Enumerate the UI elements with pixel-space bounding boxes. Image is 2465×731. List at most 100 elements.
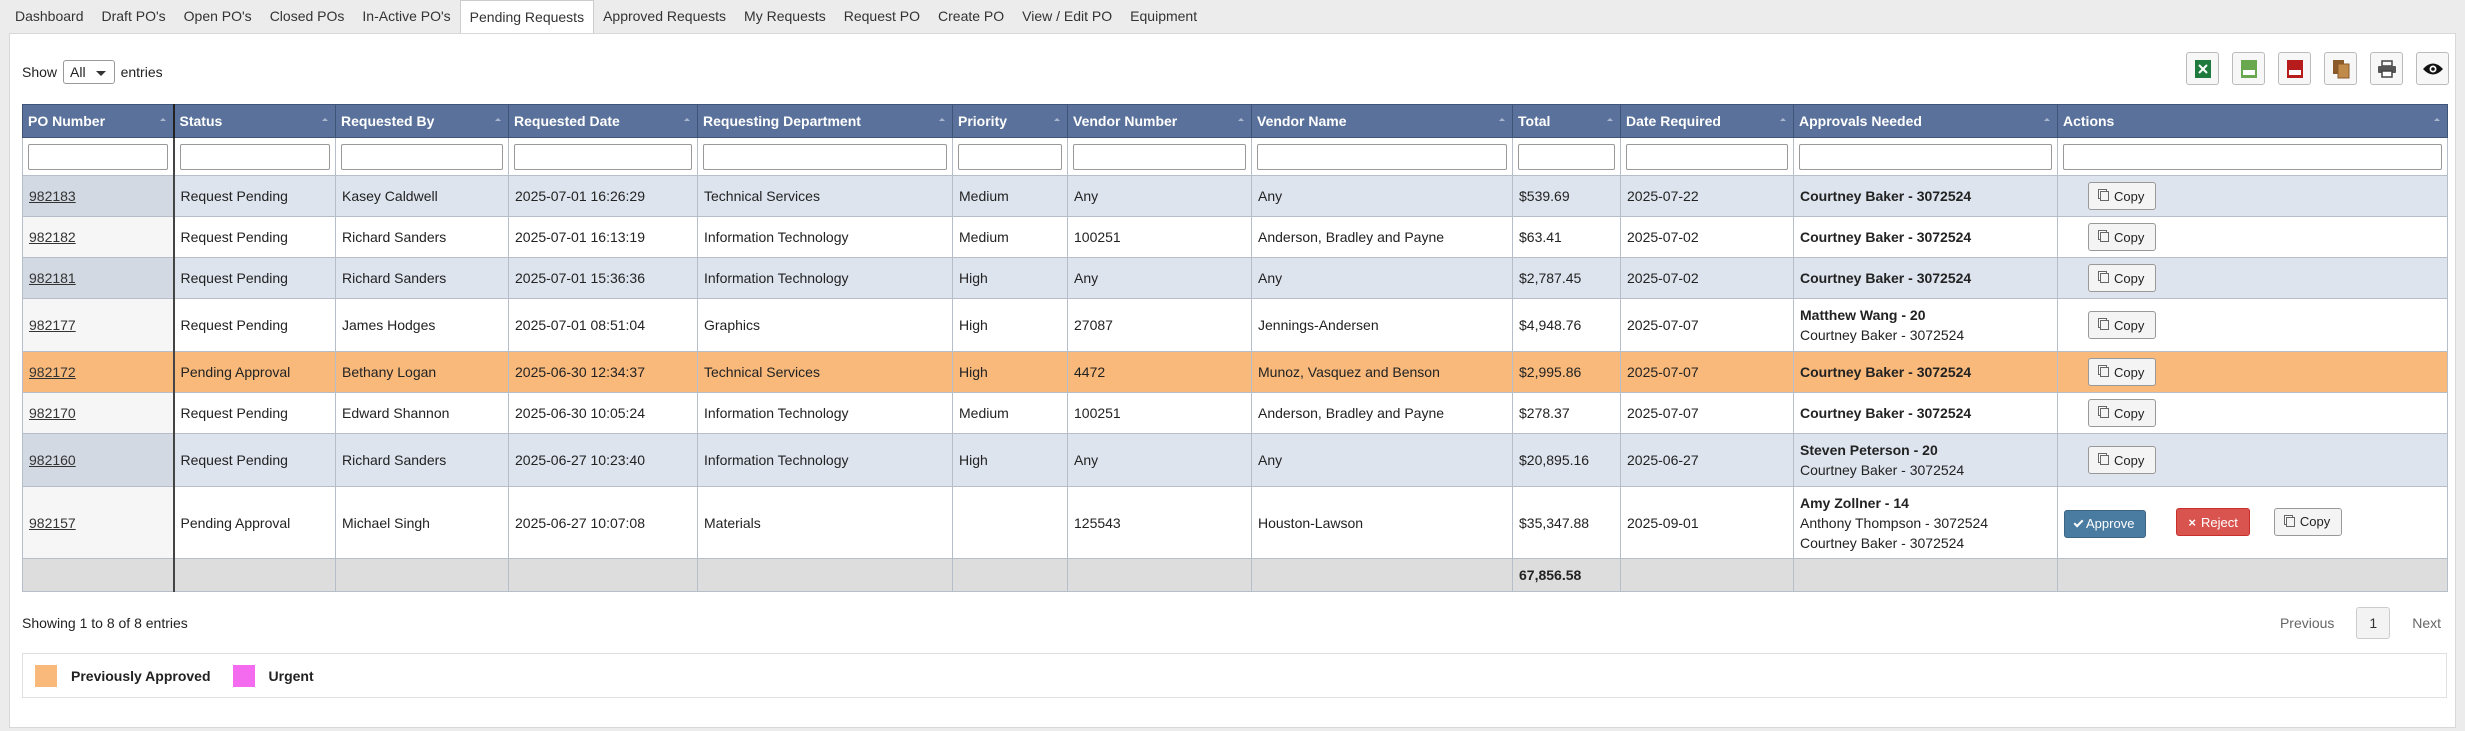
action-button[interactable]: Copy xyxy=(2273,507,2343,536)
filter-input[interactable] xyxy=(514,143,692,170)
cell: Anderson, Bradley and Payne xyxy=(1251,392,1513,434)
cell-text: Any xyxy=(1258,452,1283,468)
action-button[interactable]: Copy xyxy=(2088,264,2157,292)
filter-input[interactable] xyxy=(28,143,168,170)
cell: $2,787.45 xyxy=(1512,257,1621,299)
column-header[interactable]: Approvals Needed xyxy=(1793,104,2058,138)
cell-text: Medium xyxy=(959,405,1009,421)
cell-text: 27087 xyxy=(1074,317,1113,333)
cell: Pending Approval xyxy=(173,486,336,559)
column-header[interactable]: Priority xyxy=(952,104,1068,138)
column-header[interactable]: Status xyxy=(173,104,336,138)
cell: Any xyxy=(1251,257,1513,299)
po-link[interactable]: 982177 xyxy=(29,317,76,333)
approver: Courtney Baker - 3072524 xyxy=(1800,364,1972,380)
tab[interactable]: Request PO xyxy=(843,8,921,24)
approvals-cell: Courtney Baker - 3072524 xyxy=(1793,175,2058,217)
cell: Information Technology xyxy=(697,216,953,258)
tab[interactable]: Closed POs xyxy=(269,8,345,24)
visibility-button[interactable] xyxy=(2416,52,2449,85)
page-button[interactable]: 1 xyxy=(2356,607,2391,639)
cell-text: 2025-07-22 xyxy=(1627,188,1699,204)
page-button[interactable]: Next xyxy=(2412,615,2441,631)
cell: 2025-07-01 16:26:29 xyxy=(508,175,698,217)
approver: Courtney Baker - 3072524 xyxy=(1800,534,1965,551)
filter-input[interactable] xyxy=(1073,143,1246,170)
table-row: 982177 Request Pending James Hodges 2025-07… xyxy=(22,298,2448,352)
cell-text: Houston-Lawson xyxy=(1258,514,1364,531)
tab[interactable]: In-Active PO's xyxy=(362,8,451,24)
column-header[interactable]: Date Required xyxy=(1620,104,1794,138)
po-link[interactable]: 982181 xyxy=(29,270,76,286)
action-button[interactable]: Copy xyxy=(2088,446,2157,474)
tab[interactable]: My Requests xyxy=(744,8,826,24)
total-cell: 67,856.58 xyxy=(1512,558,1621,592)
filter-input[interactable] xyxy=(703,143,947,170)
cell: Any xyxy=(1251,175,1513,217)
filter-input[interactable] xyxy=(1626,143,1788,170)
copy-button[interactable] xyxy=(2324,52,2357,85)
csv-button[interactable] xyxy=(2232,52,2265,85)
action-button[interactable]: Copy xyxy=(2088,358,2157,386)
cell: 100251 xyxy=(1067,392,1252,434)
cell-text: Graphics xyxy=(704,317,761,333)
cell-text: $539.69 xyxy=(1519,188,1570,204)
total-cell xyxy=(173,558,336,592)
po-link[interactable]: 982182 xyxy=(29,229,76,245)
cell-text: 2025-07-01 08:51:04 xyxy=(515,317,645,333)
column-header[interactable]: Actions xyxy=(2057,104,2448,138)
cell: Jennings-Andersen xyxy=(1251,298,1513,352)
button-label: Copy xyxy=(2114,229,2145,245)
cell: 2025-07-02 xyxy=(1620,257,1794,299)
print-button[interactable] xyxy=(2370,52,2403,85)
po-link[interactable]: 982160 xyxy=(29,452,76,468)
tab[interactable]: Open PO's xyxy=(183,8,252,24)
filter-input[interactable] xyxy=(1518,143,1615,170)
action-button[interactable]: Copy xyxy=(2088,311,2157,339)
action-button[interactable]: Copy xyxy=(2088,223,2157,251)
column-header[interactable]: Vendor Name xyxy=(1251,104,1513,138)
export-buttons xyxy=(2186,52,2449,85)
filter-input[interactable] xyxy=(179,143,330,170)
header-row: PO Number Status Requested By Requested Dat… xyxy=(22,104,2448,138)
action-button[interactable]: Approve xyxy=(2064,509,2147,538)
copy-icon xyxy=(2285,516,2295,527)
column-header[interactable]: Vendor Number xyxy=(1067,104,1252,138)
po-link[interactable]: 982183 xyxy=(29,188,76,204)
excel-button[interactable] xyxy=(2186,52,2219,85)
tab[interactable]: Draft PO's xyxy=(101,8,166,24)
filter-input[interactable] xyxy=(1799,143,2052,170)
length-select[interactable]: All xyxy=(63,60,115,84)
tab[interactable]: View / Edit PO xyxy=(1022,8,1113,24)
total-cell xyxy=(1251,558,1513,592)
column-header[interactable]: Total xyxy=(1512,104,1621,138)
po-link[interactable]: 982172 xyxy=(29,364,76,380)
cell-text: Request Pending xyxy=(180,229,288,245)
po-link[interactable]: 982170 xyxy=(29,405,76,421)
filter-input[interactable] xyxy=(341,143,503,170)
tab[interactable]: Create PO xyxy=(938,8,1005,24)
column-header[interactable]: Requesting Department xyxy=(697,104,953,138)
filter-input[interactable] xyxy=(958,143,1062,170)
pdf-button[interactable] xyxy=(2278,52,2311,85)
column-header[interactable]: Requested By xyxy=(335,104,509,138)
filter-input[interactable] xyxy=(2063,143,2442,170)
column-header[interactable]: Requested Date xyxy=(508,104,698,138)
tab[interactable]: Dashboard xyxy=(15,8,84,24)
action-button[interactable]: × Reject xyxy=(2176,508,2250,536)
filter-input[interactable] xyxy=(1257,143,1507,170)
po-link[interactable]: 982157 xyxy=(29,514,76,531)
tab[interactable]: Equipment xyxy=(1130,8,1198,24)
cell-text: Information Technology xyxy=(704,270,849,286)
cell: Kasey Caldwell xyxy=(335,175,509,217)
page-button[interactable]: Previous xyxy=(2279,615,2335,631)
tab[interactable]: Pending Requests xyxy=(459,0,595,33)
cell: Any xyxy=(1067,175,1252,217)
tab[interactable]: Approved Requests xyxy=(603,8,727,24)
action-button[interactable]: Copy xyxy=(2088,399,2157,427)
column-header[interactable]: PO Number xyxy=(22,104,175,138)
cell-text: $2,787.45 xyxy=(1519,270,1582,286)
action-button[interactable]: Copy xyxy=(2088,182,2157,210)
tab-bar: Dashboard Draft PO's Open PO's Closed POs In… xyxy=(0,0,1206,33)
actions-cell: Copy xyxy=(2057,433,2448,487)
